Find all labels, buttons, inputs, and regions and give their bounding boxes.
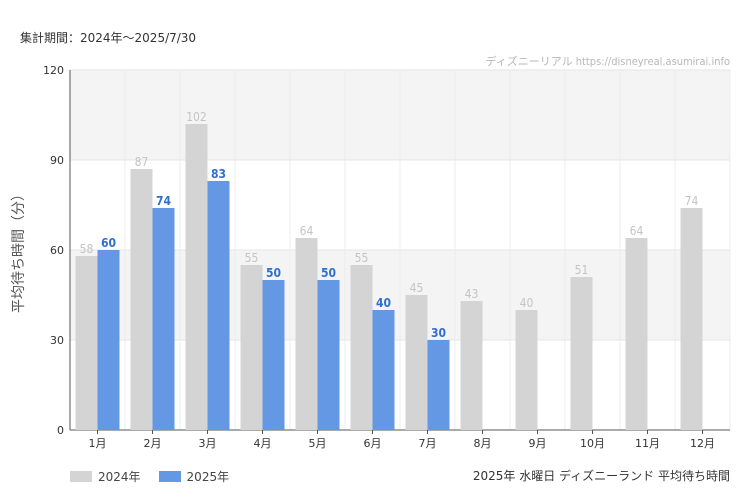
bar-2024年-12月 [680, 208, 703, 430]
data-label: 87 [135, 155, 149, 169]
legend-label-2024: 2024年 [98, 470, 141, 484]
legend-swatch-2025 [158, 471, 181, 482]
data-label: 102 [186, 110, 207, 124]
data-label: 45 [410, 281, 424, 295]
x-tick-label: 2月 [144, 437, 162, 450]
y-tick-label: 90 [50, 154, 64, 167]
bar-2024年-2月 [130, 169, 153, 430]
legend-swatch-2024 [70, 471, 92, 482]
data-label: 40 [520, 296, 534, 310]
bar-2024年-8月 [460, 301, 483, 430]
legend: 2024年 2025年 [70, 468, 229, 485]
bar-2025年-5月 [317, 280, 340, 430]
bar-2024年-1月 [75, 256, 98, 430]
bar-2024年-10月 [570, 277, 593, 430]
bar-2024年-5月 [295, 238, 318, 430]
x-tick-label: 1月 [89, 437, 107, 450]
data-label: 51 [575, 263, 589, 277]
data-label: 64 [630, 224, 644, 238]
x-tick-label: 12月 [690, 437, 715, 450]
legend-item-2025[interactable]: 2025年 [158, 468, 230, 485]
data-label: 55 [245, 251, 259, 265]
bar-2024年-4月 [240, 265, 263, 430]
bar-2024年-3月 [185, 124, 208, 430]
y-tick-label: 120 [43, 64, 64, 77]
data-label: 58 [80, 242, 94, 256]
bar-2025年-3月 [207, 181, 230, 430]
x-tick-label: 6月 [364, 437, 382, 450]
legend-label-2025: 2025年 [186, 470, 230, 484]
y-tick-label: 60 [50, 244, 64, 257]
bar-2025年-1月 [97, 250, 120, 430]
x-tick-label: 7月 [419, 437, 437, 450]
legend-item-2024[interactable]: 2024年 [70, 468, 141, 485]
data-label: 74 [685, 194, 699, 208]
chart-caption: 2025年 水曜日 ディズニーランド 平均待ち時間 [472, 469, 730, 483]
x-tick-label: 4月 [254, 437, 272, 450]
bar-2024年-7月 [405, 295, 428, 430]
bar-2025年-4月 [262, 280, 285, 430]
data-label: 43 [465, 287, 479, 301]
bar-2025年-7月 [427, 340, 450, 430]
x-tick-label: 9月 [529, 437, 547, 450]
bar-2024年-6月 [350, 265, 373, 430]
data-label: 83 [211, 167, 226, 181]
data-label: 40 [376, 296, 391, 310]
data-label: 64 [300, 224, 314, 238]
x-tick-label: 8月 [474, 437, 492, 450]
bar-2024年-11月 [625, 238, 648, 430]
data-label: 74 [156, 194, 172, 208]
period-label: 集計期間：2024年～2025/7/30 [20, 31, 197, 45]
x-tick-label: 5月 [309, 437, 327, 450]
x-tick-label: 3月 [199, 437, 217, 450]
bar-2024年-9月 [515, 310, 538, 430]
data-label: 60 [101, 236, 116, 250]
data-label: 55 [355, 251, 369, 265]
data-label: 30 [431, 326, 446, 340]
y-tick-label: 30 [50, 334, 64, 347]
watermark-text: ディズニーリアル https://disneyreal.asumirai.inf… [485, 55, 730, 68]
x-tick-label: 11月 [635, 437, 660, 450]
bar-2025年-2月 [152, 208, 175, 430]
data-label: 50 [321, 266, 336, 280]
bar-2025年-6月 [372, 310, 395, 430]
data-label: 50 [266, 266, 281, 280]
x-tick-label: 10月 [580, 437, 605, 450]
y-tick-label: 0 [57, 424, 64, 437]
